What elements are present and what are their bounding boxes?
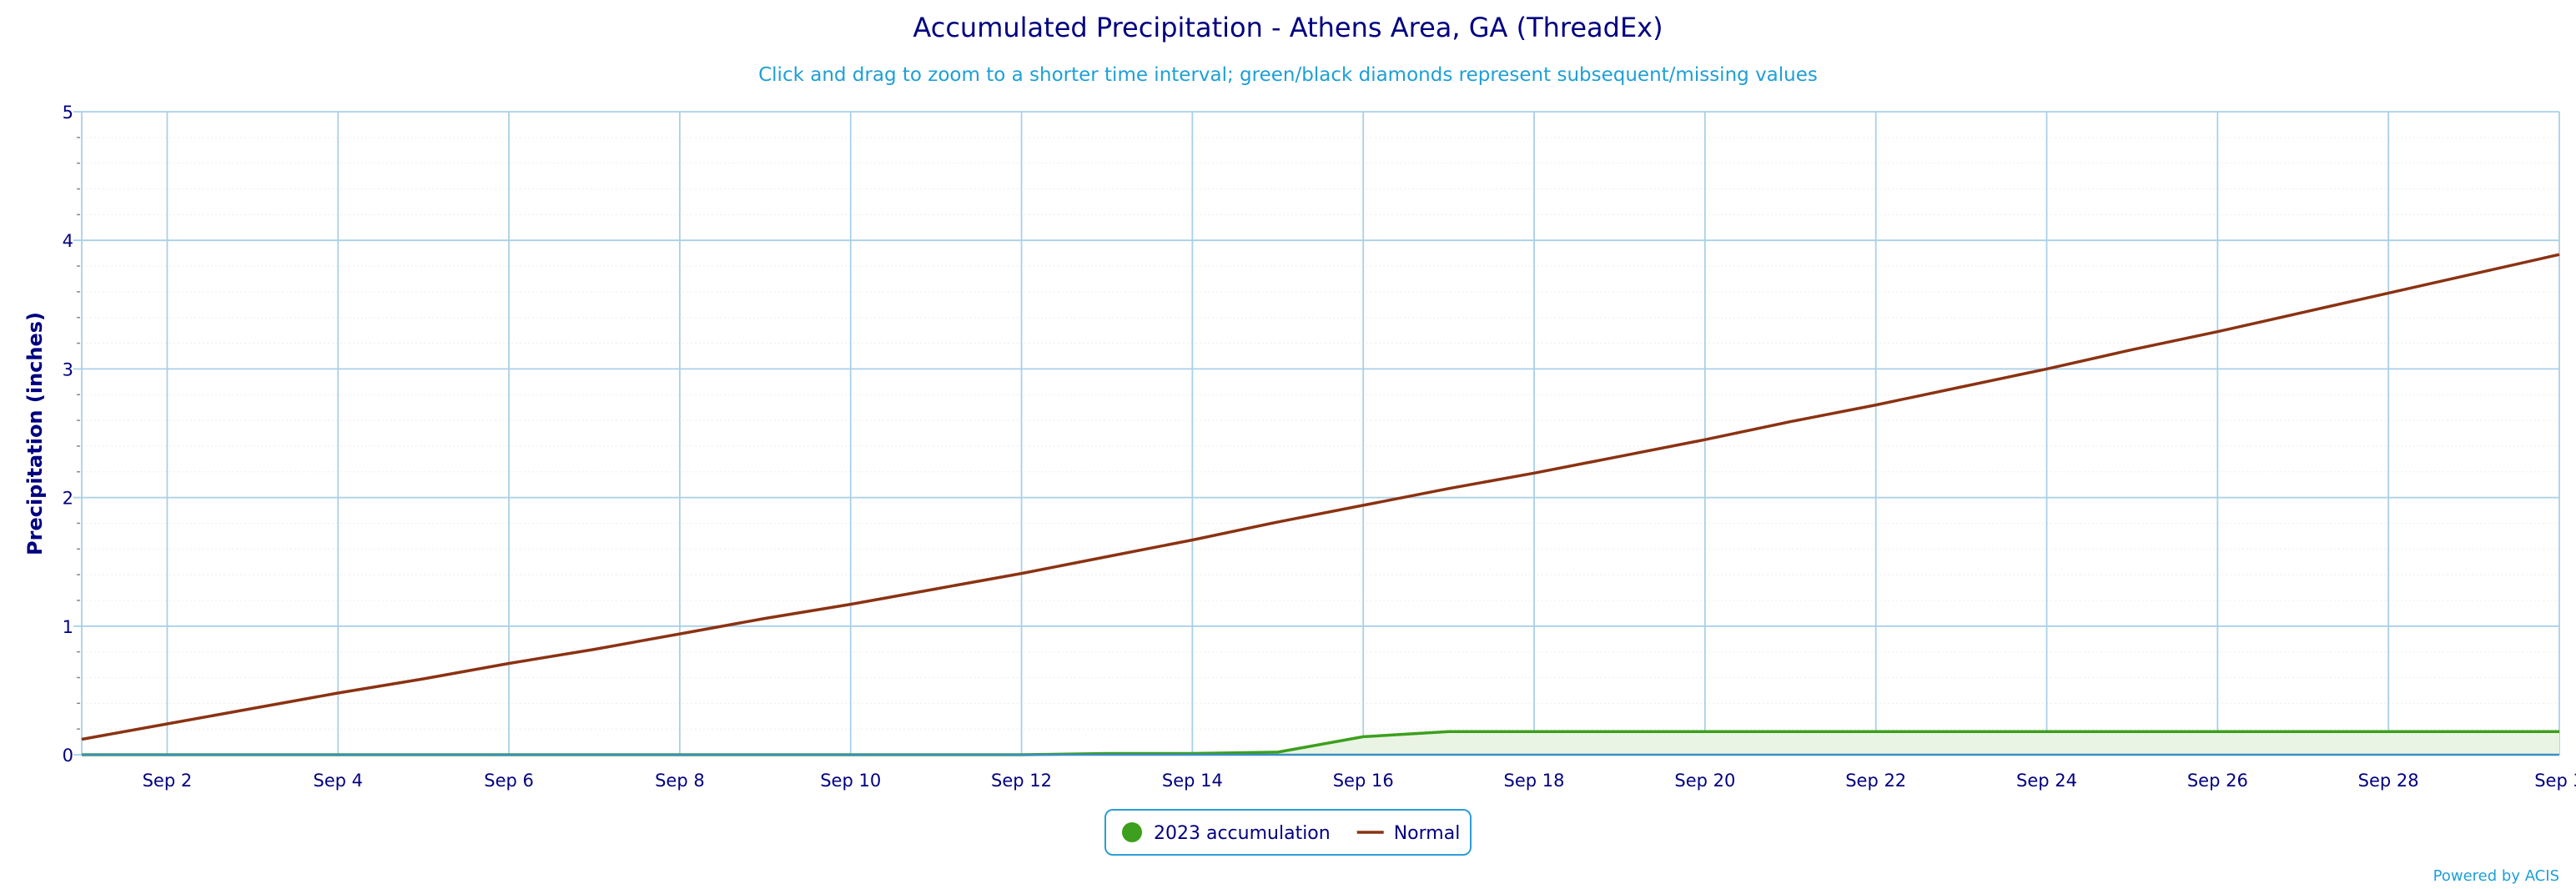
minor-grid [82, 137, 2559, 730]
data-point [593, 648, 596, 651]
y-tick-label: 3 [63, 359, 73, 379]
y-tick-label: 4 [63, 231, 73, 251]
data-point [1447, 487, 1451, 490]
x-tick-label: Sep 10 [820, 771, 881, 791]
data-point [1105, 555, 1109, 559]
y-tick-label: 1 [63, 617, 73, 637]
x-tick-label: Sep 12 [991, 771, 1052, 791]
legend[interactable]: 2023 accumulation Normal [1104, 809, 1472, 856]
series-line [81, 253, 2560, 741]
data-point [336, 691, 340, 695]
data-point [1789, 730, 1792, 733]
data-point [1361, 504, 1365, 507]
data-point [1361, 735, 1365, 738]
x-tick-label: Sep 3 [2534, 771, 2576, 791]
chart-subtitle: Click and drag to zoom to a shorter time… [758, 64, 1818, 86]
data-point [1276, 520, 1280, 524]
credit-link[interactable]: Powered by ACIS [2433, 867, 2559, 885]
legend-marker-circle [1122, 822, 1142, 842]
x-tick-label: Sep 8 [655, 771, 705, 791]
data-point [422, 677, 425, 681]
x-tick-label: Sep 24 [2016, 771, 2077, 791]
x-axis: Sep 2 Sep 4 Sep 6 Sep 8 Sep 10 Sep 12 Sep 14 Se… [82, 753, 2576, 791]
data-point [2131, 348, 2134, 351]
y-axis-title: Precipitation (inches) [23, 312, 47, 555]
data-point [678, 632, 682, 635]
data-point [1447, 730, 1451, 733]
data-point [2216, 730, 2219, 733]
y-tick-label: 5 [63, 103, 73, 123]
legend-item[interactable]: 2023 accumulation [1122, 822, 1331, 844]
data-point [2045, 367, 2049, 370]
data-point [1874, 404, 1878, 407]
data-point [2131, 730, 2134, 733]
x-tick-label: Sep 22 [1845, 771, 1906, 791]
data-point [849, 603, 853, 606]
data-point [1532, 730, 1536, 733]
data-point [2473, 272, 2476, 275]
area-fill [82, 731, 2559, 755]
data-point [1020, 572, 1024, 575]
data-point [1532, 471, 1536, 475]
legend-label: 2023 accumulation [1154, 823, 1331, 844]
x-tick-label: Sep 2 [143, 771, 193, 791]
data-point [251, 707, 254, 711]
data-point [1960, 730, 1963, 733]
x-tick-label: Sep 14 [1162, 771, 1223, 791]
data-point [2216, 330, 2219, 334]
data-point [1618, 455, 1621, 458]
data-point [1276, 751, 1280, 754]
data-point [2302, 311, 2305, 314]
data-point [507, 662, 511, 665]
data-point [763, 617, 767, 620]
x-tick-label: Sep 28 [2358, 771, 2419, 791]
data-point [2558, 253, 2561, 256]
data-point [1190, 539, 1194, 542]
data-point [1703, 438, 1707, 441]
data-point [2387, 730, 2390, 733]
chart-title: Accumulated Precipitation - Athens Area,… [913, 12, 1663, 43]
x-tick-label: Sep 4 [313, 771, 363, 791]
data-point [2302, 730, 2305, 733]
data-point [1789, 420, 1792, 424]
data-point [165, 722, 169, 726]
plot-background [82, 112, 2559, 755]
x-tick-label: Sep 6 [484, 771, 534, 791]
data-point [2045, 730, 2049, 733]
plot-area [82, 112, 2559, 755]
legend-box [1104, 809, 1472, 856]
data-point [1618, 730, 1621, 733]
legend-item[interactable]: Normal [1356, 823, 1461, 844]
x-tick-label: Sep 16 [1333, 771, 1394, 791]
data-point [1703, 730, 1707, 733]
data-point [80, 738, 83, 741]
data-point [1960, 385, 1963, 389]
x-tick-label: Sep 20 [1674, 771, 1735, 791]
x-tick-label: Sep 26 [2187, 771, 2248, 791]
series-normal [80, 253, 2561, 741]
data-point [2473, 730, 2476, 733]
y-tick-label: 2 [63, 489, 73, 509]
data-point [2558, 730, 2561, 733]
y-axis: 0 1 2 3 4 5 [63, 103, 80, 766]
data-point [934, 587, 938, 590]
y-tick-label: 0 [63, 746, 73, 766]
data-point [2387, 291, 2390, 294]
legend-label: Normal [1394, 823, 1461, 844]
x-tick-label: Sep 18 [1504, 771, 1565, 791]
data-point [1874, 730, 1878, 733]
